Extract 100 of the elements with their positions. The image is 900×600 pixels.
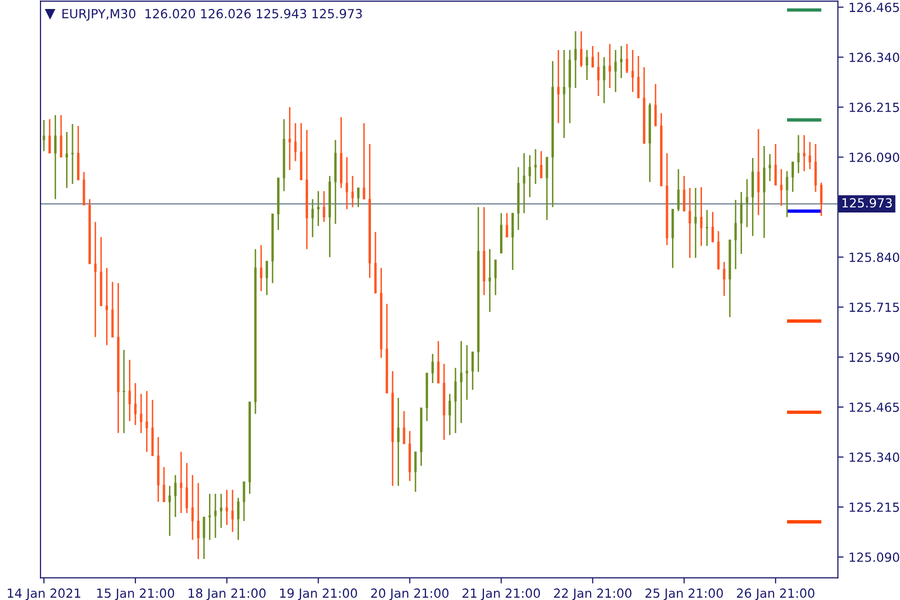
x-tick-label: 19 Jan 21:00 — [280, 588, 358, 600]
candlestick — [534, 148, 537, 185]
candlestick — [580, 30, 582, 68]
candlestick — [808, 141, 812, 170]
candlestick — [631, 49, 634, 93]
candlestick — [357, 187, 360, 208]
candlestick — [106, 267, 108, 346]
x-tick-label: 14 Jan 2021 — [8, 588, 80, 600]
candlestick — [60, 114, 62, 158]
candlestick — [311, 198, 314, 238]
candlestick — [522, 152, 526, 214]
x-tick-label: 21 Jan 21:00 — [462, 588, 540, 600]
candlestick — [722, 261, 726, 297]
candlestick — [682, 175, 686, 212]
candlestick — [762, 145, 766, 239]
candlestick — [162, 466, 166, 503]
candlestick — [431, 353, 434, 384]
y-tick-label: 125.840 — [850, 252, 900, 262]
candlestick — [180, 451, 182, 514]
candlestick — [814, 143, 817, 193]
y-tick-label: 125.590 — [850, 352, 900, 362]
candlestick — [654, 83, 657, 127]
y-tick-label: 125.090 — [850, 552, 900, 562]
candlestick — [688, 187, 692, 259]
candlestick — [174, 474, 177, 518]
y-tick-label: 125.215 — [850, 502, 899, 512]
candlestick — [694, 187, 697, 259]
candlestick — [574, 30, 577, 89]
candlestick — [562, 49, 566, 139]
candlestick — [237, 497, 240, 541]
candlestick — [362, 122, 366, 200]
candlestick — [266, 260, 268, 296]
candlestick — [414, 451, 417, 493]
y-tick-label: 126.090 — [850, 152, 900, 162]
candlestick — [191, 474, 194, 541]
candlestick — [506, 212, 508, 238]
candlestick — [128, 359, 131, 422]
x-tick-label: 15 Jan 21:00 — [97, 588, 174, 600]
candlestick — [322, 190, 326, 223]
candlestick — [140, 393, 142, 434]
candlestick — [122, 349, 126, 434]
candlestick — [528, 154, 531, 198]
candlestick — [757, 128, 760, 216]
candlestick — [792, 161, 794, 193]
candlestick — [351, 175, 354, 208]
candlestick — [700, 186, 702, 247]
candlestick — [511, 212, 514, 271]
candlestick — [214, 493, 217, 539]
candlestick — [774, 143, 777, 186]
candlestick — [466, 344, 468, 401]
x-tick-label: 25 Jan 21:00 — [645, 588, 723, 600]
candlestick — [48, 118, 51, 154]
candlestick — [134, 382, 137, 426]
candlestick — [226, 489, 228, 526]
candlestick — [620, 45, 622, 79]
candlestick — [768, 153, 772, 182]
candlestick — [71, 123, 74, 185]
candlestick — [740, 191, 742, 255]
candlestick — [66, 131, 68, 189]
candlestick — [608, 43, 612, 89]
candlestick — [346, 156, 348, 210]
candlestick — [602, 56, 606, 104]
candlestick — [614, 49, 617, 93]
y-tick-label: 125.465 — [850, 402, 899, 412]
candlestick — [677, 168, 680, 212]
candlestick — [202, 516, 206, 560]
x-tick-label: 22 Jan 21:00 — [554, 588, 632, 600]
candlestick — [437, 340, 440, 384]
candlestick — [460, 340, 462, 424]
candlestick — [546, 156, 548, 221]
candlestick — [402, 410, 406, 445]
x-tick-label: 20 Jan 21:00 — [371, 588, 449, 600]
ref-line-label: 125.973 — [842, 198, 892, 208]
candlestick — [168, 485, 171, 537]
candlestick — [220, 493, 222, 529]
x-tick-label: 26 Jan 21:00 — [736, 588, 814, 600]
candlestick — [626, 43, 628, 74]
candlestick — [288, 106, 291, 171]
candlestick — [557, 49, 560, 124]
candlestick — [54, 114, 57, 200]
candlestick — [734, 199, 737, 270]
candlestick — [471, 351, 474, 391]
candlestick — [597, 51, 600, 97]
candlestick — [186, 462, 188, 514]
candlestick — [637, 55, 640, 99]
candlestick — [317, 190, 320, 227]
candlestick — [397, 397, 400, 487]
y-tick-label: 126.340 — [850, 52, 900, 62]
candlestick — [820, 182, 823, 217]
x-tick-label: 18 Jan 21:00 — [188, 588, 266, 600]
candlestick — [94, 221, 97, 338]
candlestick — [540, 150, 542, 179]
candlestick — [797, 134, 800, 174]
candlestick — [786, 170, 788, 218]
candlestick — [42, 119, 46, 152]
candlestick — [780, 168, 783, 207]
y-tick-label: 125.340 — [850, 452, 900, 462]
candlestick — [488, 248, 491, 313]
text: EURJPY,M30 126.020 126.026 125.943 125.973 — [62, 8, 362, 21]
candlestick — [260, 244, 262, 292]
